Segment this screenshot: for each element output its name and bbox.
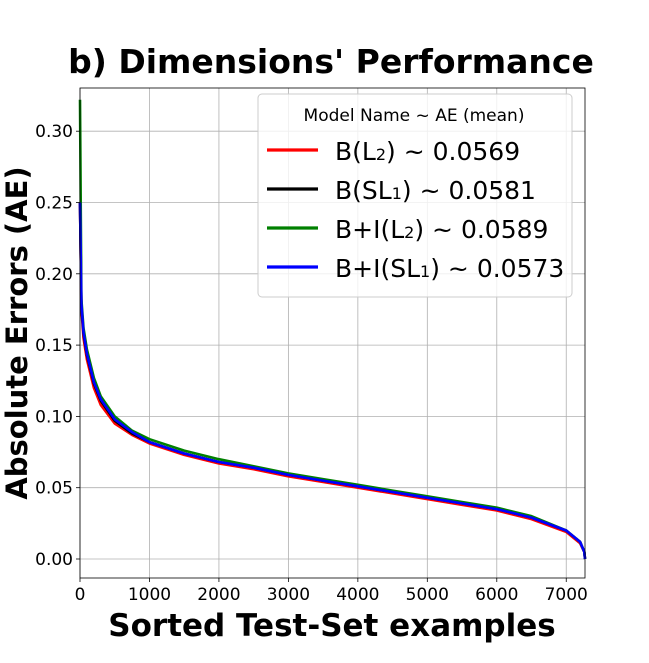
y-tick-label: 0.25 xyxy=(35,194,73,214)
x-tick-label: 0 xyxy=(75,585,86,605)
x-tick-label: 6000 xyxy=(475,585,518,605)
y-tick-label: 0.05 xyxy=(35,479,73,499)
series-lines xyxy=(78,99,587,560)
legend-title: Model Name ~ AE (mean) xyxy=(304,106,525,126)
y-axis-label: Absolute Errors (AE) xyxy=(0,166,34,499)
y-tick-label: 0.10 xyxy=(35,407,73,427)
legend-item-label: B+I(SL1) ~ 0.0573 xyxy=(335,254,564,283)
legend-item-label: B(L2) ~ 0.0569 xyxy=(335,137,520,166)
x-tick-label: 2000 xyxy=(197,585,240,605)
legend-box xyxy=(257,93,573,298)
y-tick-label: 0.15 xyxy=(35,336,73,356)
x-tick-label: 1000 xyxy=(128,585,171,605)
x-tick-label: 3000 xyxy=(267,585,310,605)
x-axis-label: Sorted Test-Set examples xyxy=(108,608,555,644)
x-tick-label: 7000 xyxy=(545,585,588,605)
legend-item-label: B(SL1) ~ 0.0581 xyxy=(335,176,536,205)
y-axis-ticks: 0.00 0.05 0.10 0.15 0.20 0.25 0.30 xyxy=(35,122,80,570)
y-tick-label: 0.30 xyxy=(35,122,73,142)
y-tick-label: 0.20 xyxy=(35,265,73,285)
y-tick-label: 0.00 xyxy=(35,550,73,570)
x-axis-ticks: 0 1000 2000 3000 4000 5000 6000 7000 xyxy=(75,578,588,605)
legend-item-label: B+I(L2) ~ 0.0589 xyxy=(335,215,548,244)
legend: Model Name ~ AE (mean) B(L2) ~ 0.0569 B(S… xyxy=(257,93,573,298)
x-tick-label: 5000 xyxy=(406,585,449,605)
axes-frame xyxy=(79,87,586,579)
series-line-3 xyxy=(78,202,587,560)
x-tick-label: 4000 xyxy=(336,585,379,605)
chart-title: b) Dimensions' Performance xyxy=(68,42,594,81)
